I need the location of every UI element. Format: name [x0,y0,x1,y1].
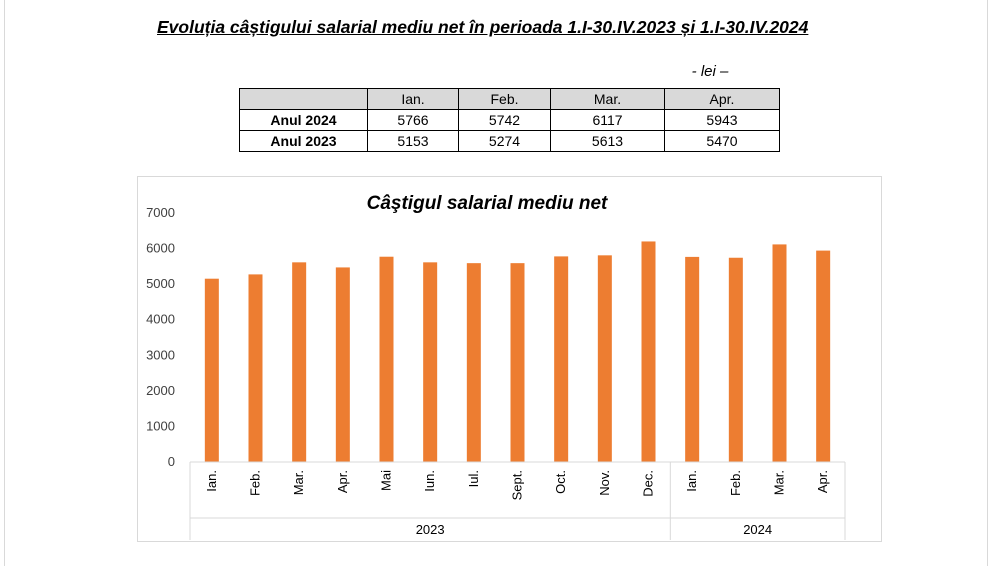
table-row: Anul 2024 5766 5742 6117 5943 [239,109,780,131]
category-label: Iun. [422,470,437,492]
bar [728,257,743,462]
group-label: 2023 [416,522,445,537]
bar [335,267,350,462]
bar [379,256,394,462]
document-title: Evoluția câștigului salarial mediu net î… [157,17,809,37]
table-header-cell [239,88,368,110]
table-cell: 5274 [458,130,551,152]
category-label: Nov. [597,470,612,496]
table-cell: 6117 [550,109,665,131]
table-cell: 5613 [550,130,665,152]
bar [248,274,263,462]
category-label: Mar. [291,470,306,495]
unit-note: - lei – [691,63,729,80]
table-cell: 5153 [367,130,459,152]
category-label: Oct. [553,470,568,494]
page-edge-left [4,0,5,566]
y-tick-label: 7000 [146,205,175,220]
table-row-label: Anul 2023 [239,130,368,152]
y-tick-label: 1000 [146,418,175,433]
wage-table: Ian. Feb. Mar. Apr. Anul 2024 5766 5742 … [239,88,780,152]
y-tick-label: 0 [168,454,175,469]
bar [204,278,219,462]
category-label: Feb. [728,470,743,496]
y-tick-label: 5000 [146,276,175,291]
category-label: Sept. [510,470,525,500]
group-label: 2024 [743,522,772,537]
bar [423,262,438,462]
category-label: Mai [379,470,394,491]
table-cell: 5742 [458,109,551,131]
bar [292,262,307,462]
category-label: Iul. [466,470,481,487]
category-label: Feb. [248,470,263,496]
y-tick-label: 6000 [146,241,175,256]
category-label: Apr. [815,470,830,493]
y-tick-label: 3000 [146,347,175,362]
category-label: Ian. [204,470,219,492]
bar [641,241,656,462]
category-label: Mar. [772,470,787,495]
category-label: Apr. [335,470,350,493]
chart-title: Câştigul salarial mediu net [367,193,608,214]
category-label: Dec. [641,470,656,497]
table-cell: 5470 [664,130,780,152]
page-edge-right [987,0,988,566]
table-header-cell: Mar. [550,88,665,110]
bar [772,244,787,462]
bar [685,256,700,462]
y-tick-label: 2000 [146,383,175,398]
bar [554,256,569,462]
bar [816,250,831,462]
y-tick-label: 4000 [146,312,175,327]
bar [466,263,481,462]
table-row: Anul 2023 5153 5274 5613 5470 [239,130,780,152]
bar [597,255,612,462]
chart-frame [137,176,882,542]
category-label: Ian. [684,470,699,492]
bar [510,263,525,462]
